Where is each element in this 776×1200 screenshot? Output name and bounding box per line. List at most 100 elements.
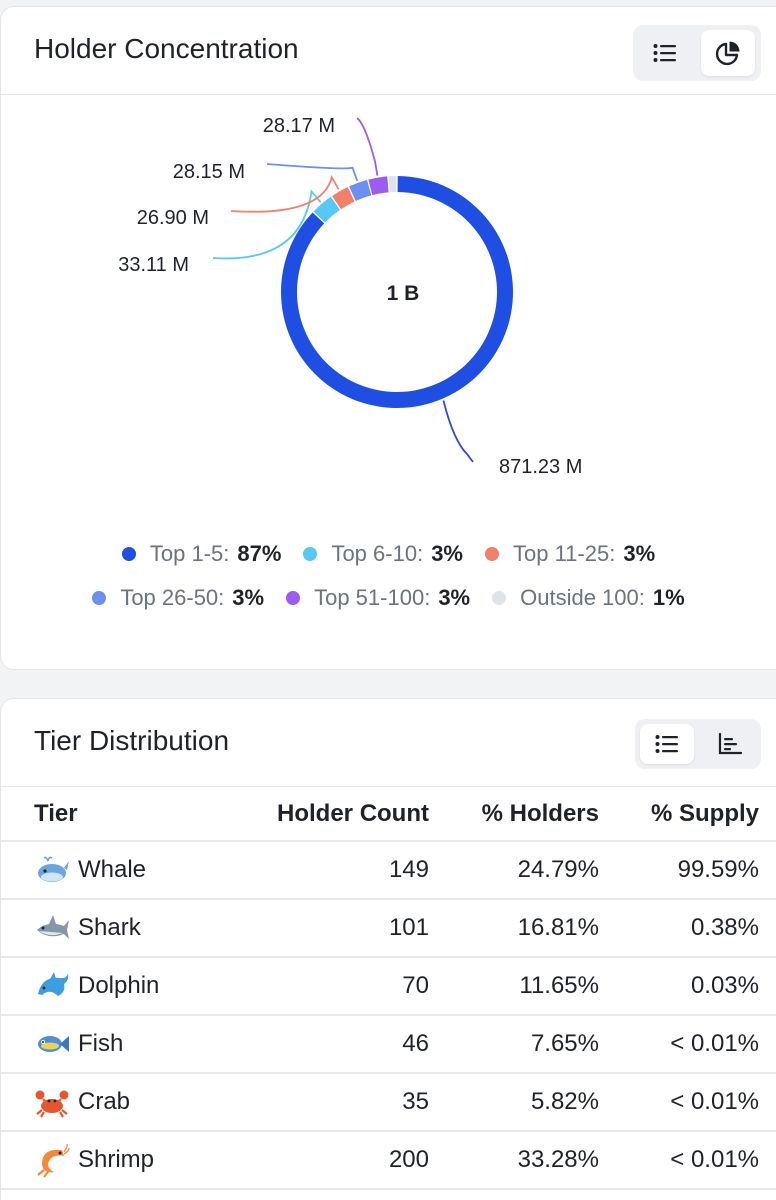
legend-label: Outside 100: <box>520 585 645 610</box>
crab-icon <box>35 1090 69 1118</box>
whale-icon <box>38 856 69 882</box>
callout-value-label: 871.23 M <box>499 456 582 478</box>
legend-item[interactable]: Top 6-10: 3% <box>303 541 463 567</box>
legend-label: Top 26-50: <box>120 585 225 610</box>
tier-distribution-view-toggle <box>635 719 761 769</box>
tier-name: Shark <box>78 914 141 941</box>
table-row: Shrimp 200 33.28% < 0.01% <box>1 1131 776 1190</box>
legend-value: 1% <box>652 585 685 610</box>
dolphin-icon <box>38 972 69 996</box>
legend-item[interactable]: Top 26-50: 3% <box>92 585 264 611</box>
chart-legend-row-2: Top 26-50: 3% Top 51-100: 3% Outside 100: 1% <box>1 585 776 611</box>
callout-leader-line <box>266 163 359 182</box>
bar-view-button[interactable] <box>703 724 757 764</box>
pct-supply-cell: 99.59% <box>599 841 776 900</box>
callout-value-label: 33.11 M <box>118 254 189 276</box>
pie-view-button[interactable] <box>701 30 755 76</box>
holder-concentration-card: Holder Concentration 1 B 871.23 M 33.11 M 2… <box>0 6 776 670</box>
legend-value: 87% <box>237 541 282 566</box>
tier-name: Fish <box>78 1030 124 1057</box>
fish-icon <box>38 1036 69 1052</box>
table-row: Crab 35 5.82% < 0.01% <box>1 1073 776 1132</box>
holder-count-cell: 35 <box>211 1073 429 1132</box>
holder-count-cell: 46 <box>211 1015 429 1074</box>
pct-supply-cell: < 0.01% <box>599 1015 776 1074</box>
pct-supply-cell: 0.03% <box>599 957 776 1016</box>
list-icon <box>653 44 676 62</box>
shark-icon <box>37 915 69 939</box>
callout-leader-line <box>212 189 322 260</box>
tier-name: Shrimp <box>78 1146 155 1173</box>
holder-count-cell: 149 <box>211 841 429 900</box>
callout-leader-line <box>230 174 340 213</box>
list-view-button[interactable] <box>638 30 692 76</box>
table-row: Dolphin 70 11.65% 0.03% <box>1 957 776 1016</box>
donut-slice[interactable] <box>313 196 340 223</box>
holder-concentration-view-toggle <box>633 25 761 81</box>
pct-holders-cell: 24.79% <box>429 841 599 900</box>
tier-cell: Crab <box>1 1073 211 1132</box>
pct-supply-cell: < 0.01% <box>599 1131 776 1190</box>
legend-dot-icon <box>303 547 318 561</box>
legend-item[interactable]: Top 11-25: 3% <box>484 541 656 567</box>
holder-count-cell: 200 <box>211 1131 429 1190</box>
pct-holders-cell: 11.65% <box>429 957 599 1016</box>
legend-value: 3% <box>431 541 463 566</box>
callout-value-label: 28.15 M <box>173 161 245 183</box>
column-header-tier[interactable]: Tier <box>1 787 211 842</box>
donut-center-label: 1 B <box>387 282 420 305</box>
pct-holders-cell: 7.65% <box>429 1015 599 1074</box>
callout-leader-line <box>356 117 379 176</box>
column-header-pct-supply[interactable]: % Supply <box>599 787 776 842</box>
donut-slice[interactable] <box>368 176 389 196</box>
pct-holders-cell: 5.82% <box>429 1073 599 1132</box>
callout-value-label: 26.90 M <box>137 207 209 229</box>
legend-item[interactable]: Top 1-5: 87% <box>121 541 282 567</box>
tier-distribution-card: Tier Distribution Tier <box>0 698 776 1200</box>
donut-slice[interactable] <box>388 176 397 193</box>
table-row: Fish 46 7.65% < 0.01% <box>1 1015 776 1074</box>
shrimp-icon <box>37 1143 70 1178</box>
holder-concentration-donut-chart: 1 B 871.23 M 33.11 M 26.90 M 28.15 M 28.17 M <box>118 115 582 478</box>
tier-cell: Whale <box>1 841 211 900</box>
pct-supply-cell: 0.38% <box>599 899 776 958</box>
tier-cell: Fish <box>1 1015 211 1074</box>
tier-name: Whale <box>78 856 147 883</box>
holder-count-cell: 101 <box>211 899 429 958</box>
holder-count-cell: 70 <box>211 957 429 1016</box>
legend-item[interactable]: Outside 100: 1% <box>492 585 685 611</box>
legend-item[interactable]: Top 51-100: 3% <box>286 585 470 611</box>
legend-label: Top 11-25: <box>512 541 616 566</box>
donut-slice[interactable] <box>331 186 355 210</box>
chart-legend-row-1: Top 1-5: 87% Top 6-10: 3% Top 11-25: 3% <box>1 541 776 567</box>
tier-distribution-header: Tier Distribution <box>1 699 776 787</box>
table-header-row: Tier Holder Count % Holders % Supply <box>1 787 776 842</box>
tier-cell: Dolphin <box>1 957 211 1016</box>
holder-concentration-title: Holder Concentration <box>34 33 299 64</box>
legend-dot-icon <box>484 547 499 561</box>
callout-value-label: 28.17 M <box>263 115 335 137</box>
list-icon <box>655 735 678 753</box>
column-header-holder-count[interactable]: Holder Count <box>211 787 429 842</box>
legend-value: 3% <box>623 541 656 566</box>
legend-label: Top 1-5: <box>149 541 230 566</box>
legend-dot-icon <box>492 591 507 605</box>
legend-label: Top 6-10: <box>331 541 424 566</box>
holder-concentration-header: Holder Concentration <box>1 7 776 95</box>
table-view-button[interactable] <box>640 724 694 764</box>
legend-value: 3% <box>438 585 471 610</box>
tier-distribution-table: Tier Holder Count % Holders % Supply Wha… <box>1 787 776 1190</box>
tier-distribution-title: Tier Distribution <box>34 725 230 756</box>
legend-value: 3% <box>232 585 265 610</box>
legend-label: Top 51-100: <box>314 585 431 610</box>
donut-slice[interactable] <box>349 179 372 201</box>
table-row: Shark 101 16.81% 0.38% <box>1 899 776 958</box>
bar-chart-icon <box>718 733 742 755</box>
callout-leader-line <box>442 400 474 463</box>
tier-cell: Shark <box>1 899 211 958</box>
pct-supply-cell: < 0.01% <box>599 1073 776 1132</box>
pct-holders-cell: 33.28% <box>429 1131 599 1190</box>
pie-chart-icon <box>715 41 740 66</box>
tier-name: Crab <box>78 1088 131 1115</box>
column-header-pct-holders[interactable]: % Holders <box>429 787 599 842</box>
